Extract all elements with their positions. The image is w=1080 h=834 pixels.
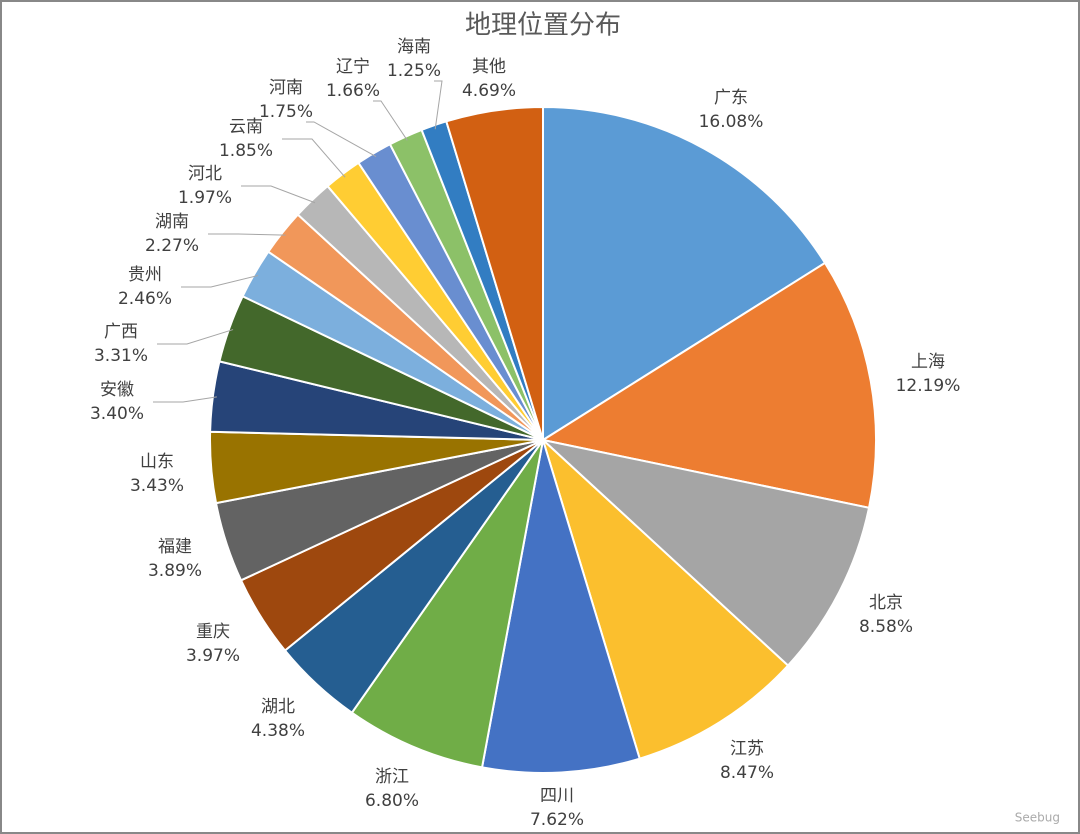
slice-name: 北京 bbox=[869, 593, 903, 613]
slice-name: 湖北 bbox=[261, 697, 295, 717]
slice-value-label: 8.58% bbox=[859, 617, 913, 637]
slice-value-label: 1.97% bbox=[178, 188, 232, 208]
leader-line bbox=[241, 185, 316, 204]
slice-name: 福建 bbox=[158, 537, 192, 557]
chart-title: 地理位置分布 bbox=[465, 11, 621, 41]
leader-line bbox=[208, 233, 286, 236]
pie-slice bbox=[480, 439, 641, 774]
slice-name: 重庆 bbox=[196, 622, 230, 642]
slice-name: 贵州 bbox=[128, 265, 162, 285]
slice-value-label: 1.25% bbox=[387, 61, 441, 81]
leader-line bbox=[373, 100, 408, 141]
slice-value-label: 12.19% bbox=[896, 376, 961, 396]
slice-value-label: 3.89% bbox=[148, 561, 202, 581]
slice-name: 辽宁 bbox=[336, 57, 370, 77]
pie-slice bbox=[350, 439, 544, 769]
slice-value-label: 3.43% bbox=[130, 476, 184, 496]
slice-value-label: 8.47% bbox=[720, 763, 774, 783]
slice-name: 上海 bbox=[911, 352, 945, 372]
slice-name: 浙江 bbox=[375, 767, 409, 787]
slice-name: 湖南 bbox=[155, 212, 189, 232]
slice-value-label: 2.46% bbox=[118, 289, 172, 309]
leader-line bbox=[157, 329, 234, 345]
slice-value-label: 6.80% bbox=[365, 791, 419, 811]
slice-name: 河北 bbox=[188, 164, 222, 184]
slice-name: 其他 bbox=[472, 57, 506, 77]
slice-value-label: 4.69% bbox=[462, 81, 516, 101]
slice-value-label: 1.85% bbox=[219, 141, 273, 161]
pie-slice bbox=[542, 105, 827, 442]
leader-line bbox=[153, 396, 217, 403]
slice-value-label: 3.31% bbox=[94, 346, 148, 366]
pie-slice bbox=[539, 438, 871, 667]
slice-name: 广西 bbox=[104, 322, 138, 342]
watermark: Seebug bbox=[1015, 811, 1060, 825]
slice-name: 四川 bbox=[540, 786, 574, 806]
leader-line bbox=[434, 80, 443, 130]
leader-line bbox=[282, 138, 346, 178]
slice-value-label: 3.40% bbox=[90, 404, 144, 424]
slice-value-label: 1.75% bbox=[259, 102, 313, 122]
leader-line bbox=[181, 275, 259, 288]
pie-slice bbox=[445, 105, 544, 441]
pie-slice bbox=[540, 261, 877, 510]
slice-value-label: 1.66% bbox=[326, 81, 380, 101]
slice-value-label: 3.97% bbox=[186, 646, 240, 666]
slice-name: 海南 bbox=[397, 37, 431, 57]
pie-slice bbox=[540, 436, 790, 760]
slice-name: 河南 bbox=[269, 78, 303, 98]
slice-name: 安徽 bbox=[100, 380, 134, 400]
slice-value-label: 2.27% bbox=[145, 236, 199, 256]
slice-name: 云南 bbox=[229, 117, 263, 137]
slice-value-label: 16.08% bbox=[699, 112, 764, 132]
slice-value-label: 7.62% bbox=[530, 810, 584, 830]
slice-name: 山东 bbox=[140, 452, 174, 472]
slice-name: 江苏 bbox=[730, 739, 764, 759]
leader-line bbox=[306, 121, 377, 157]
slice-value-label: 4.38% bbox=[251, 721, 305, 741]
slice-name: 广东 bbox=[714, 88, 748, 108]
